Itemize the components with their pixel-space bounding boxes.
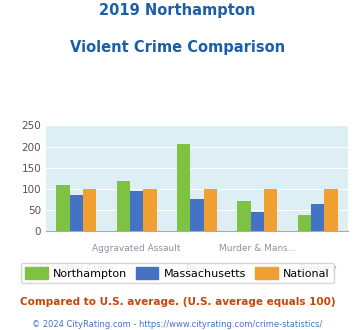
Text: 2019 Northampton: 2019 Northampton: [99, 3, 256, 18]
Bar: [298, 215, 311, 231]
Bar: [190, 199, 204, 231]
Text: Murder & Mans...: Murder & Mans...: [219, 244, 296, 253]
Text: Aggravated Assault: Aggravated Assault: [92, 244, 181, 253]
Bar: [83, 189, 96, 231]
Legend: Northampton, Massachusetts, National: Northampton, Massachusetts, National: [21, 263, 334, 283]
Text: Violent Crime Comparison: Violent Crime Comparison: [70, 40, 285, 54]
Bar: [130, 191, 143, 231]
Text: © 2024 CityRating.com - https://www.cityrating.com/crime-statistics/: © 2024 CityRating.com - https://www.city…: [32, 320, 323, 329]
Bar: [70, 195, 83, 231]
Bar: [143, 189, 157, 231]
Bar: [324, 189, 338, 231]
Bar: [264, 189, 277, 231]
Bar: [311, 204, 324, 231]
Bar: [117, 181, 130, 231]
Text: All Violent Crime: All Violent Crime: [38, 264, 114, 273]
Bar: [237, 201, 251, 231]
Bar: [56, 184, 70, 231]
Bar: [177, 145, 190, 231]
Text: Rape: Rape: [186, 264, 208, 273]
Bar: [204, 189, 217, 231]
Text: Compared to U.S. average. (U.S. average equals 100): Compared to U.S. average. (U.S. average …: [20, 297, 335, 307]
Text: Robbery: Robbery: [299, 264, 337, 273]
Bar: [251, 212, 264, 231]
